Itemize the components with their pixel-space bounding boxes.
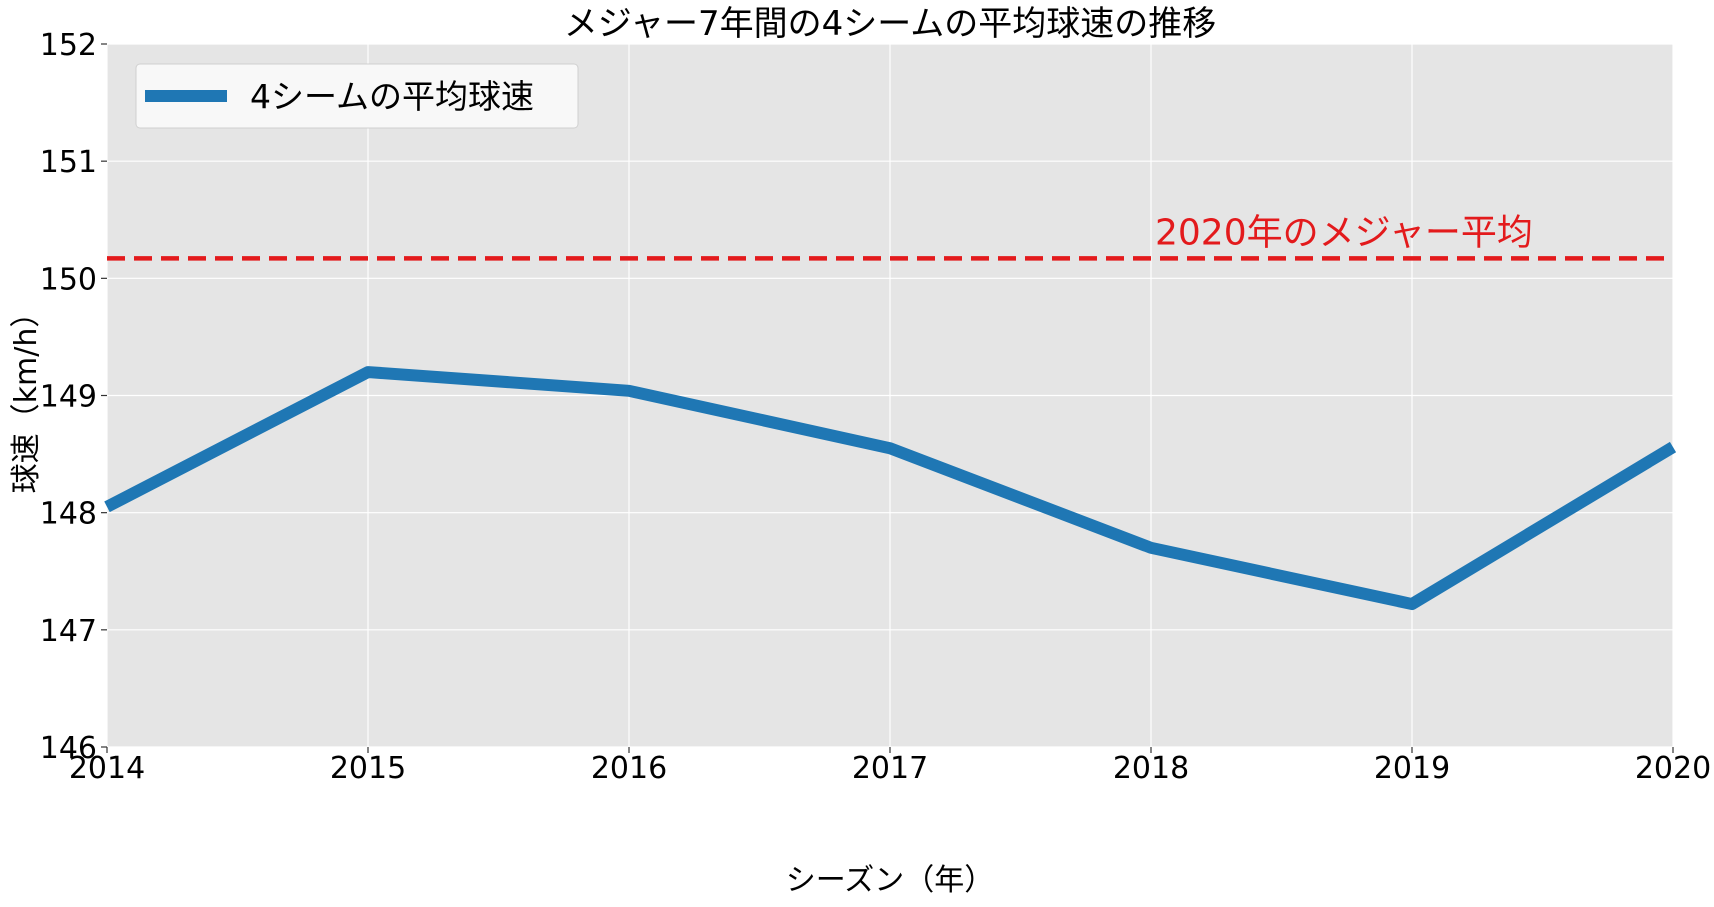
y-tick-label: 152 <box>40 28 97 63</box>
x-tick-label: 2017 <box>852 751 928 786</box>
y-tick-label: 147 <box>40 614 97 649</box>
y-axis-label: 球速（km/h） <box>9 298 44 494</box>
y-tick-label: 150 <box>40 262 97 297</box>
y-tick-label: 151 <box>40 145 97 180</box>
x-tick-label: 2018 <box>1113 751 1189 786</box>
x-tick-label: 2015 <box>330 751 406 786</box>
chart-title: メジャー7年間の4シームの平均球速の推移 <box>564 4 1217 44</box>
x-tick-label: 2019 <box>1374 751 1450 786</box>
x-axis-label: シーズン（年） <box>786 863 995 898</box>
y-tick-label: 149 <box>40 380 97 415</box>
x-tick-label: 2020 <box>1635 751 1711 786</box>
x-tick-label: 2016 <box>591 751 667 786</box>
reference-line-label: 2020年のメジャー平均 <box>1155 212 1533 253</box>
legend-label: 4シームの平均球速 <box>250 77 534 116</box>
y-tick-label: 146 <box>40 731 97 766</box>
legend: 4シームの平均球速 <box>136 64 578 128</box>
y-tick-label: 148 <box>40 497 97 532</box>
